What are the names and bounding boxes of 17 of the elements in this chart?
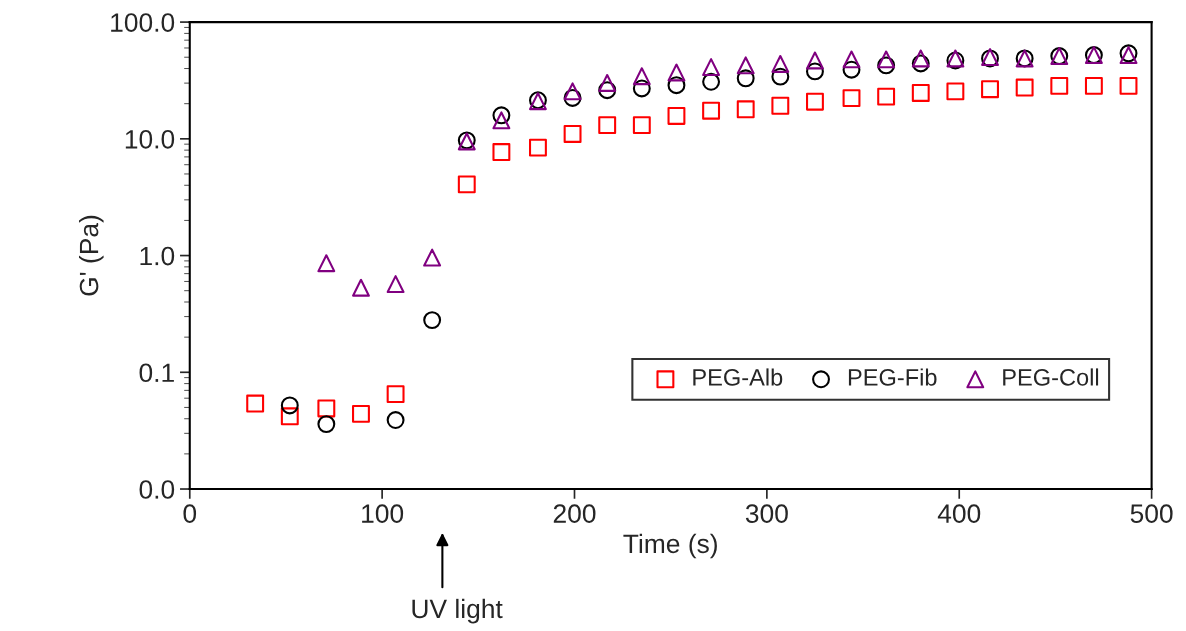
text: UV light [412, 598, 503, 624]
y-axis-title: G' (Pa) [78, 215, 104, 296]
x-tick-label: 500 [1130, 504, 1173, 523]
x-tick-label: 400 [937, 504, 981, 523]
y-tick-label: 10.0 [125, 129, 175, 149]
y-tick-label: 0.1 [139, 363, 174, 383]
y-tick-label: 1.0 [140, 246, 175, 266]
y-tick-label: 100.0 [111, 13, 175, 32]
legend-label: PEG-Fib [848, 368, 937, 386]
x-tick-label: 100 [362, 504, 404, 523]
x-tick-label: 200 [553, 504, 596, 523]
legend-label: PEG-Coll [1003, 368, 1099, 386]
y-tick-label: 0.0 [139, 480, 175, 499]
x-tick-label: 0 [183, 504, 197, 523]
x-tick-label: 300 [745, 504, 788, 523]
x-axis-title: Time (s) [623, 533, 717, 559]
legend-label: PEG-Alb [693, 368, 783, 386]
